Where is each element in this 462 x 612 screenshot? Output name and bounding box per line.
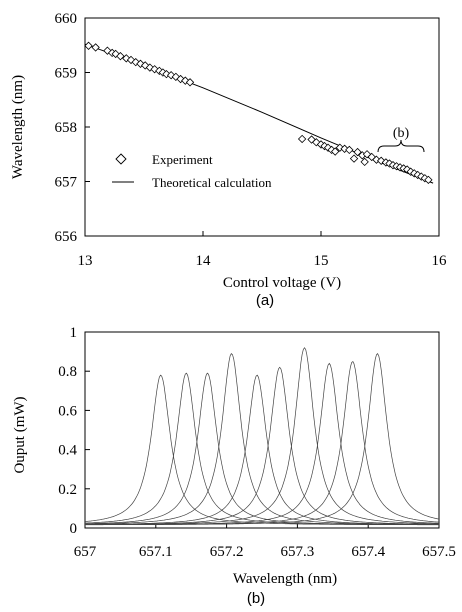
spectrum-curve — [85, 360, 440, 526]
panel-a-x-axis-label: Control voltage (V) — [223, 275, 341, 291]
panel-b-chart: 657 657.1 657.2 657.3 657.4 657.5 0 0.2 0.4 0.6 0.… — [12, 325, 456, 607]
a-y-tick-label: 656 — [55, 229, 78, 245]
spectrum-curve — [85, 372, 439, 526]
experiment-point — [103, 46, 112, 55]
panel-b-x-axis-label: Wavelength (nm) — [233, 571, 337, 587]
experiment-point — [362, 150, 372, 159]
spectrum-curve — [85, 362, 439, 526]
experiment-point — [297, 134, 307, 144]
panel-b-spectra — [84, 347, 440, 526]
b-y-tick-label: 0.4 — [58, 443, 77, 459]
a-y-tick-label: 659 — [55, 66, 78, 82]
b-y-tick-label: 0.8 — [58, 364, 77, 380]
spectrum-curve — [85, 353, 440, 526]
a-x-tick-label: 16 — [432, 253, 448, 269]
experiment-point — [126, 55, 136, 65]
panel-b-plot-frame — [84, 331, 440, 529]
panel-a-legend: Experiment Theoretical calculation — [112, 152, 272, 190]
experiment-point — [116, 51, 125, 61]
panel-a-plot-frame — [84, 17, 440, 237]
b-y-tick-label: 0.6 — [58, 403, 77, 419]
legend-experiment-label: Experiment — [152, 152, 213, 167]
b-x-tick-label: 657.4 — [351, 544, 385, 560]
b-y-tick-label: 0 — [70, 521, 78, 537]
experiment-point — [353, 147, 362, 157]
a-x-tick-label: 14 — [196, 253, 212, 269]
b-y-tick-label: 1 — [70, 325, 78, 341]
experiment-point — [171, 72, 181, 82]
spectrum-curve — [85, 366, 439, 525]
panel-a-chart: 13 14 15 16 656 657 658 659 660 Experiment Theor… — [10, 11, 447, 309]
spectrum-curve — [85, 374, 439, 525]
b-x-tick-label: 657.2 — [210, 544, 244, 560]
a-x-tick-label: 15 — [314, 253, 329, 269]
a-y-tick-label: 658 — [55, 120, 78, 136]
panel-b-ticks: 657 657.1 657.2 657.3 657.4 657.5 0 0.2 0.4 0.6 0.… — [58, 325, 456, 560]
a-y-tick-label: 657 — [55, 175, 78, 191]
panel-b-y-axis-label: Ouput (mW) — [12, 396, 28, 473]
panel-a-caption: (a) — [256, 292, 274, 309]
experiment-point — [360, 157, 369, 167]
experiment-point — [91, 43, 100, 52]
experiment-point — [111, 49, 120, 59]
spectrum-curve — [85, 347, 439, 525]
experiment-point — [424, 175, 433, 185]
legend-diamond-marker — [115, 153, 127, 165]
annotation-brace — [377, 139, 425, 153]
experiment-point — [122, 54, 131, 63]
experiment-point — [349, 154, 359, 163]
panel-a-y-axis-label: Wavelength (nm) — [10, 75, 26, 179]
b-x-tick-label: 657.1 — [139, 544, 173, 560]
b-x-tick-label: 657.5 — [422, 544, 456, 560]
experiment-point — [367, 152, 376, 162]
annotation-label: (b) — [393, 126, 410, 141]
panel-a-annotation: (b) — [377, 126, 425, 153]
a-x-tick-label: 13 — [78, 253, 93, 269]
panel-b-caption: (b) — [247, 590, 265, 607]
b-y-tick-label: 0.2 — [58, 482, 77, 498]
experiment-point — [84, 41, 93, 50]
b-x-tick-label: 657.3 — [281, 544, 315, 560]
experiment-point — [372, 155, 381, 164]
b-x-tick-label: 657 — [74, 544, 97, 560]
experiment-point — [181, 76, 190, 85]
panel-a-ticks: 13 14 15 16 656 657 658 659 660 — [55, 11, 448, 269]
experiment-point — [166, 71, 176, 80]
experiment-point — [185, 78, 195, 87]
experiment-point — [345, 145, 354, 155]
spectrum-curve — [85, 353, 439, 525]
experiment-point — [176, 74, 185, 84]
legend-theory-label: Theoretical calculation — [152, 175, 272, 190]
a-y-tick-label: 660 — [55, 11, 78, 27]
panel-a-experiment-points — [84, 41, 433, 185]
experiment-point — [330, 147, 340, 156]
experiment-point — [377, 156, 386, 165]
experiment-point — [323, 143, 333, 152]
